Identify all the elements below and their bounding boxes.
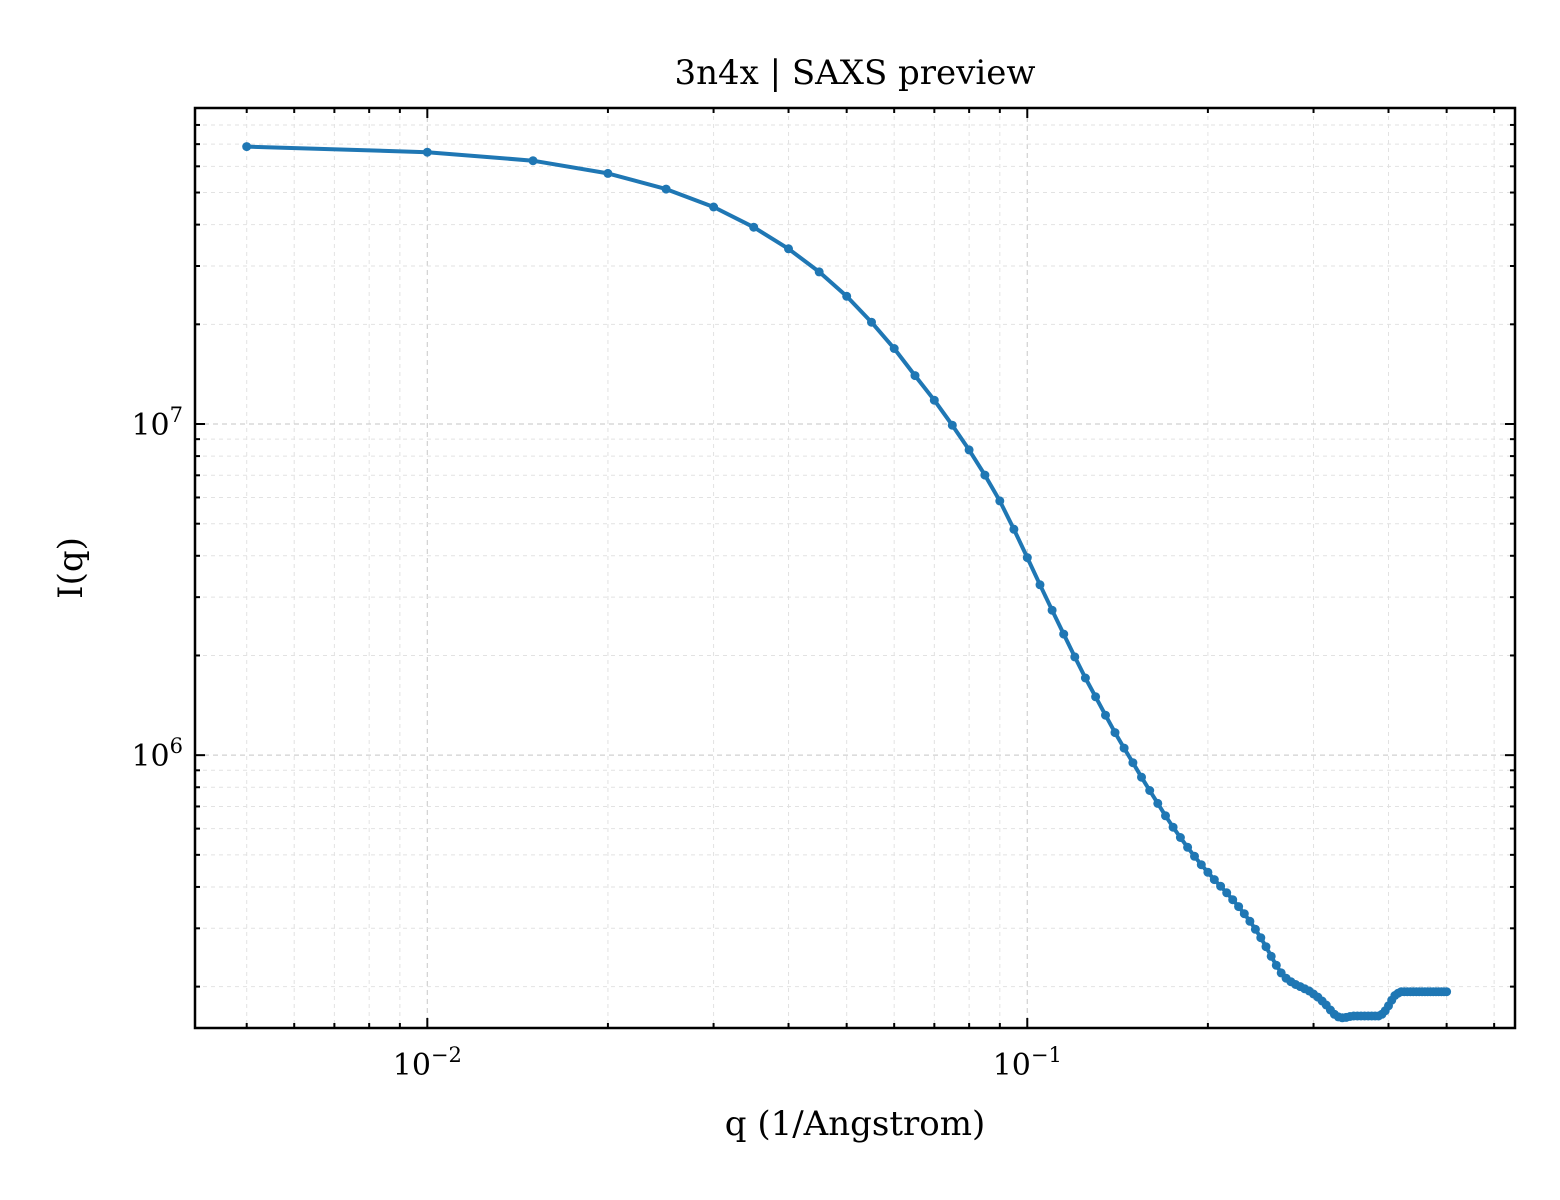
data-point (947, 420, 957, 430)
data-point (1266, 951, 1276, 961)
data-point (1059, 629, 1069, 639)
x-tick-label: 10−1 (993, 1043, 1062, 1083)
data-point (1035, 580, 1045, 590)
data-point (964, 445, 974, 455)
data-point (1442, 987, 1452, 997)
data-point (1245, 916, 1255, 926)
data-point (661, 184, 671, 194)
axis-ticks (195, 107, 1515, 1028)
data-point (1145, 786, 1155, 795)
data-point (1216, 881, 1226, 891)
data-point (1209, 875, 1219, 885)
data-point (603, 168, 613, 178)
data-point (1196, 860, 1206, 870)
data-point (1183, 842, 1193, 852)
data-point (1153, 798, 1163, 808)
data-point (1175, 833, 1185, 842)
data-point (1070, 652, 1080, 662)
data-point (929, 395, 939, 405)
data-point (1137, 772, 1146, 782)
data-point (1161, 811, 1170, 821)
data-point (1119, 743, 1129, 753)
y-tick-label: 106 (131, 734, 183, 774)
data-point (1101, 710, 1110, 720)
chart-title: 3n4x | SAXS preview (674, 53, 1035, 93)
tick-labels: 10−2 10−1 106 107 (131, 403, 1061, 1083)
data-point (814, 267, 824, 277)
data-point (867, 317, 876, 327)
data-point (1222, 888, 1232, 898)
data-point (1256, 933, 1266, 943)
data-point (1091, 692, 1101, 702)
data-point (1250, 924, 1260, 934)
data-point (1203, 867, 1213, 877)
data-point (1228, 895, 1238, 905)
data-point (889, 344, 899, 353)
data-point (842, 291, 852, 301)
data-point (1168, 822, 1178, 832)
data-point (422, 147, 432, 157)
y-tick-label: 107 (131, 403, 183, 443)
x-tick-label: 10−2 (393, 1043, 462, 1083)
data-point (1009, 524, 1019, 534)
data-point (709, 202, 719, 212)
data-point (1234, 902, 1244, 912)
data-series (242, 142, 1452, 1023)
data-point (528, 156, 538, 166)
data-point (1022, 553, 1032, 563)
x-axis-label: q (1/Angstrom) (725, 1104, 985, 1144)
data-point (784, 244, 793, 254)
data-point (995, 496, 1005, 506)
grid-lines (195, 107, 1515, 1028)
y-axis-label: I(q) (51, 537, 91, 599)
data-point (1110, 728, 1120, 738)
data-point (749, 222, 759, 232)
data-point (1080, 673, 1090, 683)
data-point (1239, 909, 1249, 919)
plot-frame (193, 106, 1517, 1030)
data-point (1261, 942, 1271, 952)
data-point (910, 371, 920, 381)
data-point (242, 142, 252, 152)
data-point (980, 470, 990, 480)
data-point (1190, 851, 1199, 861)
data-point (1047, 605, 1057, 615)
data-point (1271, 960, 1281, 970)
data-point (1128, 758, 1138, 768)
